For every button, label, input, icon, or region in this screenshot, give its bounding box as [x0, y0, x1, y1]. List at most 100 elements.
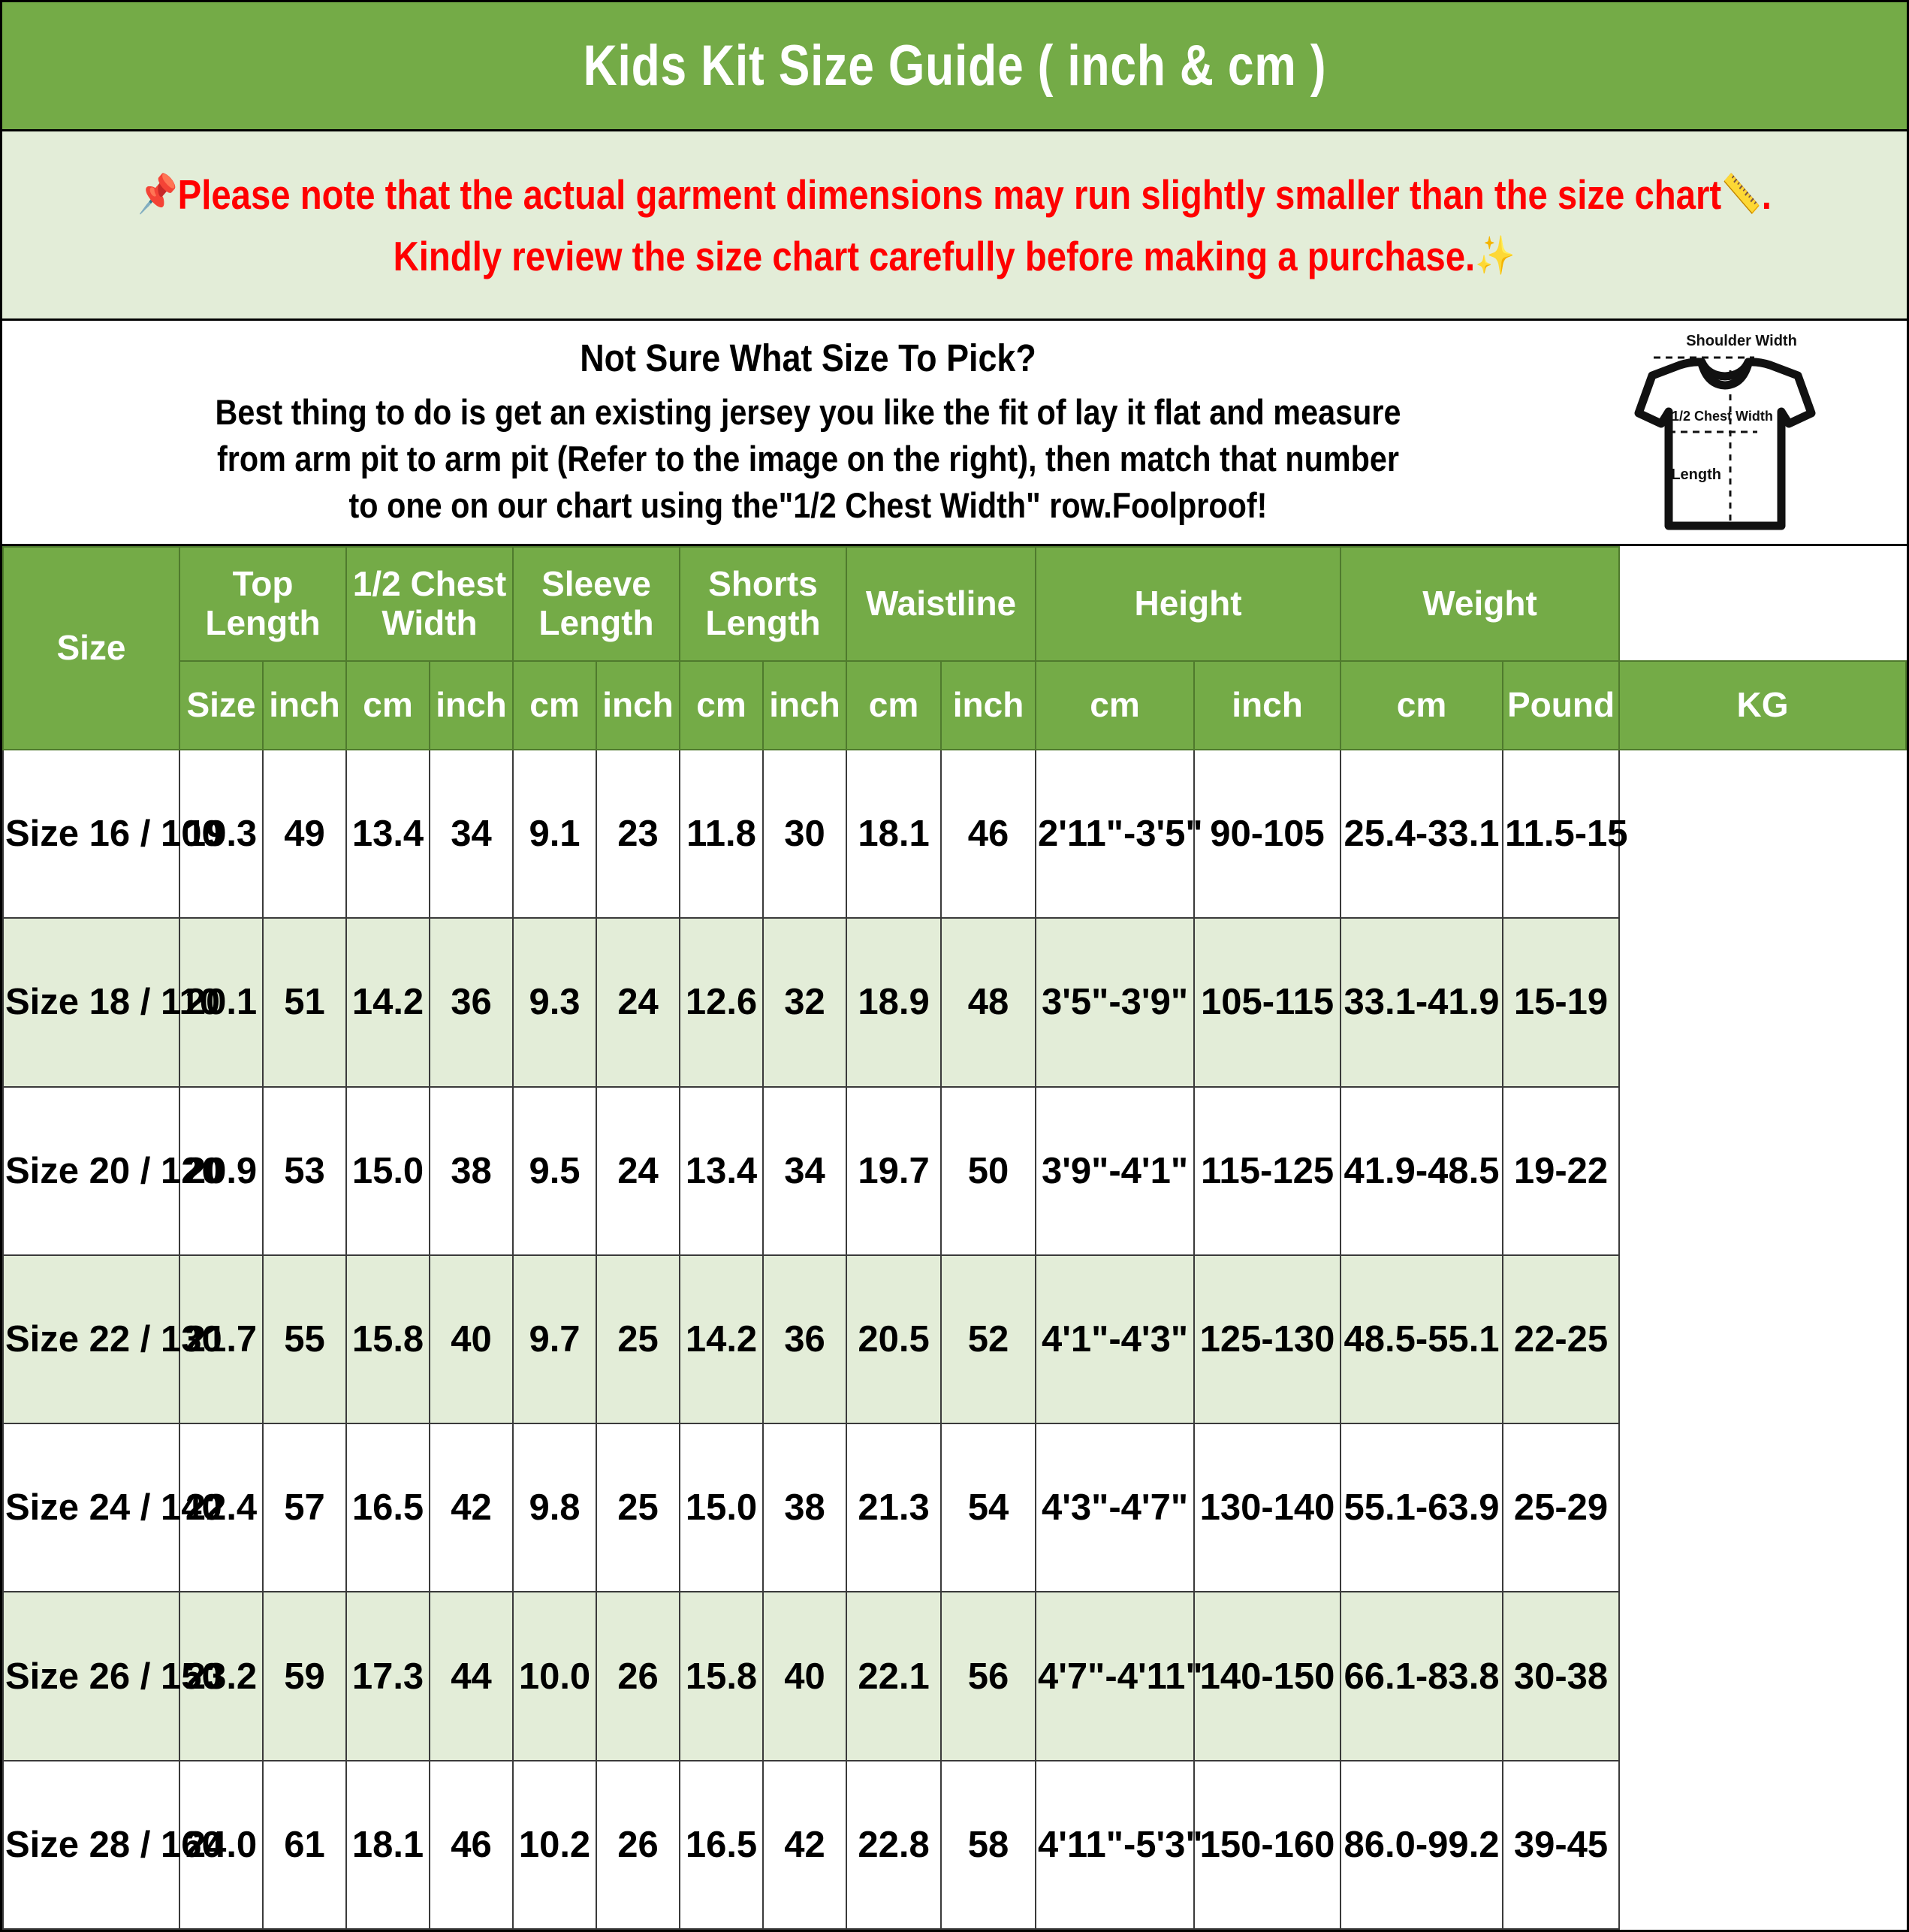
cell-value: 24.0: [179, 1759, 264, 1930]
cell-value: 23: [596, 748, 680, 919]
ruler-icon: 📏: [1721, 173, 1762, 215]
cell-value: 105-115: [1193, 917, 1342, 1088]
cell-value: 44: [429, 1591, 514, 1761]
cell-value: 36: [429, 917, 514, 1088]
cell-value: 12.6: [679, 917, 764, 1088]
tshirt-collar: [1697, 359, 1753, 390]
unit-header-height-inch: inch: [1193, 660, 1342, 750]
cell-value: 46: [429, 1759, 514, 1930]
unit-header-toplen-cm: cm: [345, 660, 430, 750]
cell-value: 50: [940, 1085, 1037, 1256]
table-body: Size 16 / 100 19.3 49 13.4 34 9.1 23 11.8 30 18.1…: [2, 748, 1906, 1930]
cell-value: 9.7: [512, 1254, 597, 1425]
cell-value: 23.2: [179, 1591, 264, 1761]
cell-value: 30-38: [1502, 1591, 1621, 1761]
cell-value: 32: [761, 917, 848, 1088]
unit-header-size: Size: [179, 660, 264, 750]
cell-value: 22.1: [846, 1591, 942, 1761]
cell-value: 34: [429, 748, 514, 919]
unit-header-waist-inch: inch: [940, 660, 1037, 750]
cell-value: 18.1: [345, 1759, 430, 1930]
cell-value: 55.1-63.9: [1340, 1423, 1504, 1593]
cell-value: 39-45: [1502, 1759, 1621, 1930]
table-row: Size 16 / 100 19.3 49 13.4 34 9.1 23 11.8 30 18.1…: [2, 748, 1906, 919]
unit-header-waist-cm: cm: [1035, 660, 1196, 750]
cell-value: 150-160: [1193, 1759, 1342, 1930]
cell-value: 46: [940, 748, 1037, 919]
cell-value: 21.7: [179, 1254, 264, 1425]
cell-value: 14.2: [679, 1254, 764, 1425]
cell-value: 18.1: [846, 748, 942, 919]
unit-header-height-cm: cm: [1340, 660, 1504, 750]
unit-header-weight-pound: Pound: [1502, 660, 1621, 750]
cell-value: 38: [761, 1423, 848, 1593]
note-line-1: 📌 Please note that the actual garment di…: [137, 171, 1772, 219]
table-row: Size 20 / 120 20.9 53 15.0 38 9.5 24 13.4 34 19.7…: [2, 1085, 1906, 1256]
instructions-heading: Not Sure What Size To Pick?: [580, 336, 1036, 379]
size-chart-table: Size Top Length 1/2 Chest Width Sleeve L…: [2, 546, 1907, 1930]
note-band: 📌 Please note that the actual garment di…: [2, 131, 1907, 321]
sparkles-icon: ✨: [1475, 234, 1516, 276]
pushpin-icon: 📌: [137, 173, 178, 215]
cell-value: 11.8: [679, 748, 764, 919]
cell-value: 36: [761, 1254, 848, 1425]
cell-value: 20.9: [179, 1085, 264, 1256]
cell-value: 130-140: [1193, 1423, 1342, 1593]
cell-value: 26: [596, 1759, 680, 1930]
unit-header-sleeve-cm: cm: [679, 660, 764, 750]
cell-size: Size 22 / 130: [2, 1254, 222, 1425]
cell-value: 4'11"-5'3": [1035, 1759, 1203, 1930]
cell-value: 21.3: [846, 1423, 942, 1593]
cell-value: 115-125: [1193, 1085, 1342, 1256]
unit-header-toplen-inch: inch: [262, 660, 347, 750]
header-waistline: Waistline: [846, 546, 1037, 662]
cell-value: 15.8: [345, 1254, 430, 1425]
cell-value: 9.3: [512, 917, 597, 1088]
cell-value: 19.3: [179, 748, 264, 919]
cell-value: 3'9"-4'1": [1035, 1085, 1196, 1256]
unit-header-chest-inch: inch: [429, 660, 514, 750]
cell-size: Size 28 / 160: [2, 1759, 222, 1930]
cell-value: 13.4: [345, 748, 430, 919]
cell-value: 57: [262, 1423, 347, 1593]
cell-value: 11.5-15: [1502, 748, 1628, 919]
half-chest-width-label: 1/2 Chest Width: [1672, 409, 1773, 424]
cell-value: 22-25: [1502, 1254, 1621, 1425]
cell-value: 15.0: [679, 1423, 764, 1593]
unit-header-shorts-cm: cm: [846, 660, 942, 750]
cell-value: 19-22: [1502, 1085, 1621, 1256]
cell-value: 9.1: [512, 748, 597, 919]
cell-value: 49: [262, 748, 347, 919]
cell-value: 10.2: [512, 1759, 597, 1930]
cell-value: 18.9: [846, 917, 942, 1088]
cell-value: 52: [940, 1254, 1037, 1425]
cell-value: 54: [940, 1423, 1037, 1593]
tshirt-measurement-icon: Shoulder Width 1/2 Chest Width Length: [1634, 333, 1816, 530]
cell-value: 59: [262, 1591, 347, 1761]
cell-value: 25: [596, 1254, 680, 1425]
cell-value: 15.0: [345, 1085, 430, 1256]
instructions-line-1: Best thing to do is get an existing jers…: [215, 391, 1401, 432]
cell-value: 24: [596, 1085, 680, 1256]
cell-value: 53: [262, 1085, 347, 1256]
cell-value: 9.8: [512, 1423, 597, 1593]
cell-value: 30: [761, 748, 848, 919]
cell-value: 56: [940, 1591, 1037, 1761]
cell-value: 58: [940, 1759, 1037, 1930]
cell-value: 19.7: [846, 1085, 942, 1256]
header-shorts-length: Shorts Length: [678, 546, 848, 662]
cell-value: 40: [761, 1591, 848, 1761]
length-label: Length: [1671, 466, 1721, 483]
cell-value: 24: [596, 917, 680, 1088]
instructions-text: Not Sure What Size To Pick? Best thing t…: [10, 336, 1599, 529]
title-band: Kids Kit Size Guide ( inch & cm ): [2, 2, 1907, 131]
table-row: Size 18 / 110 20.1 51 14.2 36 9.3 24 12.6 32 18.9…: [2, 917, 1906, 1088]
note-line-2-text: Kindly review the size chart carefully b…: [393, 232, 1476, 279]
note-line-1-period: .: [1761, 171, 1772, 218]
cell-value: 4'1"-4'3": [1035, 1254, 1196, 1425]
table-header: Size Top Length 1/2 Chest Width Sleeve L…: [2, 546, 1907, 750]
unit-header-weight-kg: KG: [1618, 660, 1907, 750]
cell-value: 15.8: [679, 1591, 764, 1761]
cell-value: 16.5: [345, 1423, 430, 1593]
header-half-chest-width: 1/2 Chest Width: [345, 546, 514, 662]
